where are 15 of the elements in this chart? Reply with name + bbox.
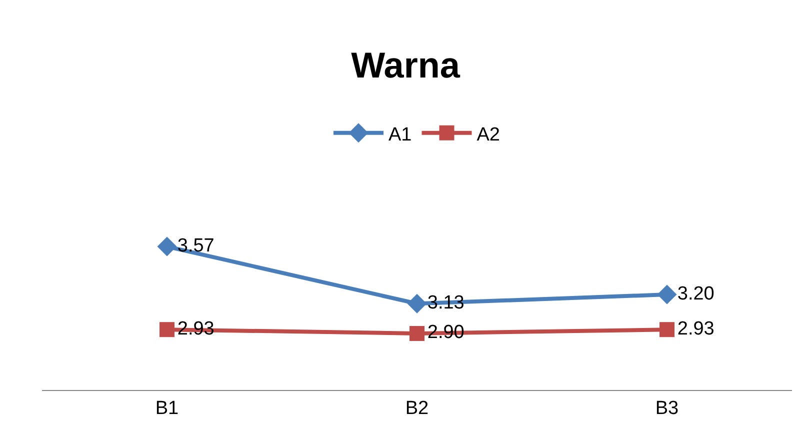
legend-label: A1 bbox=[388, 124, 412, 146]
chart-title: Warna bbox=[351, 44, 461, 86]
x-tick-label: B3 bbox=[655, 398, 679, 419]
x-tick-label: B2 bbox=[405, 398, 429, 419]
x-tick-label: B1 bbox=[155, 398, 179, 419]
data-label: 2.93 bbox=[677, 318, 714, 340]
point bbox=[660, 322, 674, 338]
point bbox=[157, 236, 177, 256]
point bbox=[410, 326, 424, 341]
legend-label: A2 bbox=[476, 124, 500, 146]
point bbox=[657, 284, 677, 304]
data-label: 3.57 bbox=[177, 235, 214, 256]
point bbox=[407, 294, 427, 314]
point bbox=[160, 322, 174, 338]
data-label: 3.20 bbox=[677, 283, 714, 304]
